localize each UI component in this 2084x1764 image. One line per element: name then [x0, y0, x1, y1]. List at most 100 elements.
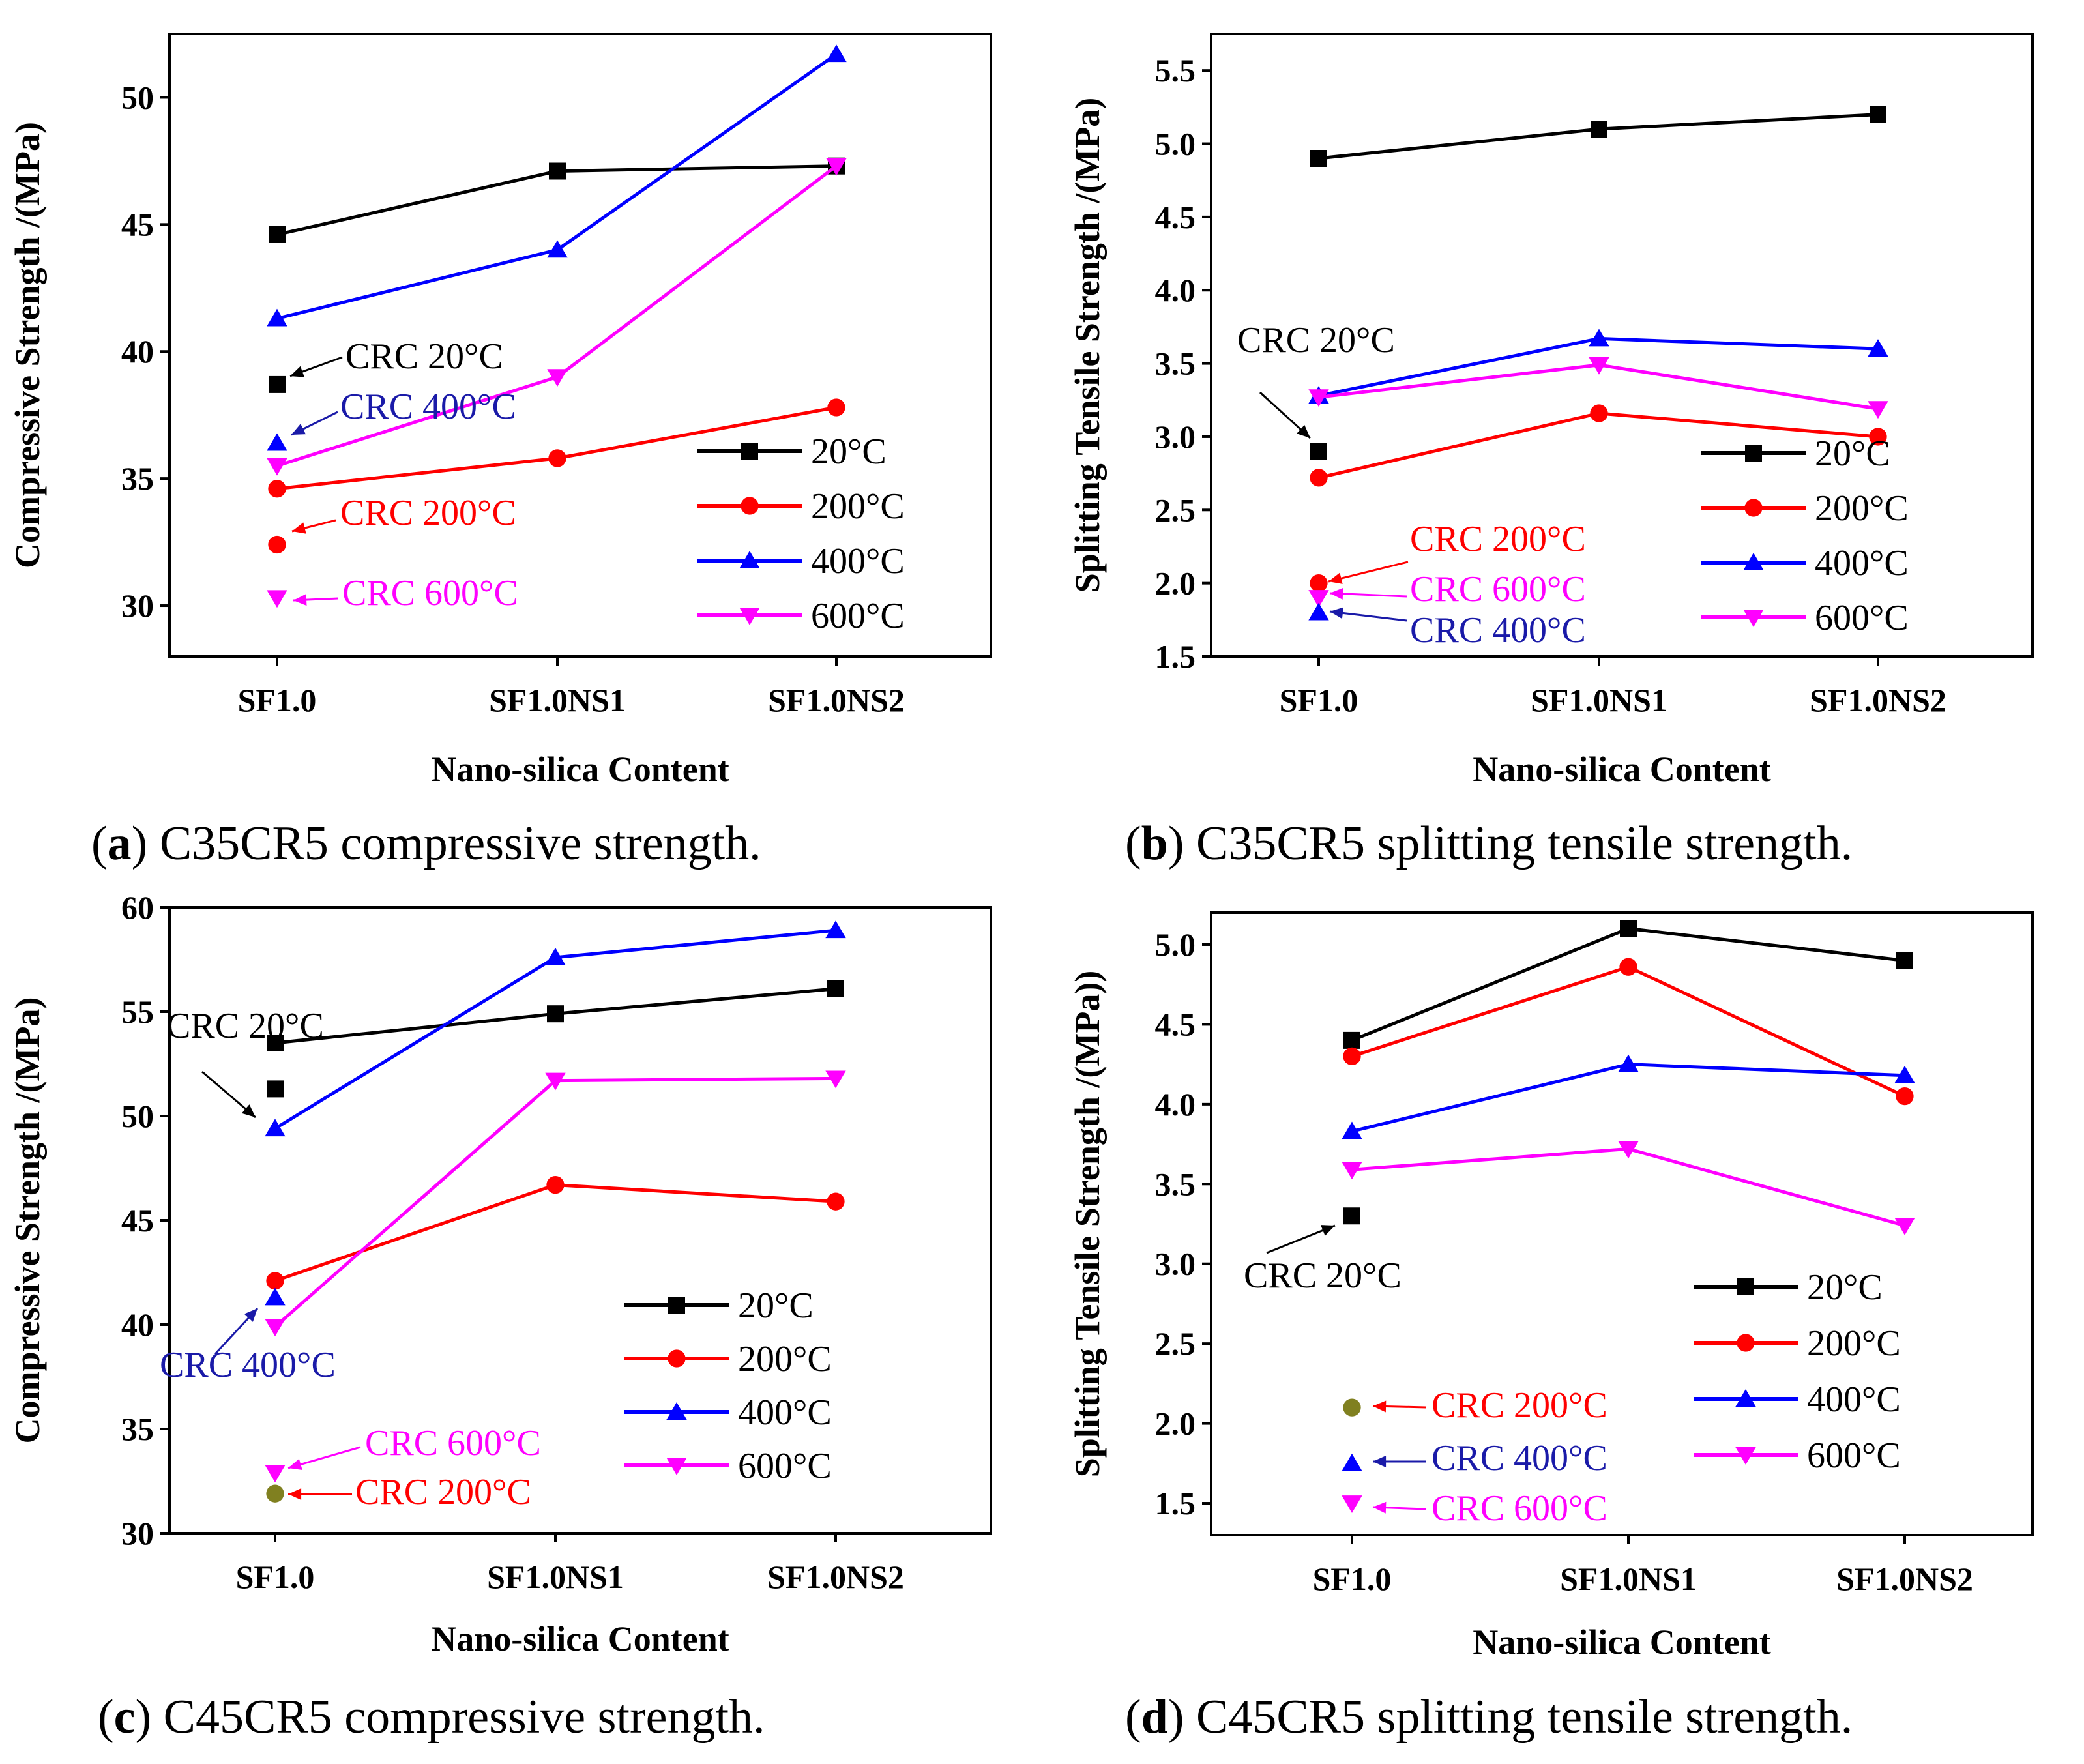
legend-label: 20°C [738, 1286, 814, 1326]
legend-marker [668, 1297, 685, 1314]
data-point [1310, 469, 1328, 487]
legend-marker [741, 443, 758, 460]
data-point [827, 398, 845, 417]
annotation-label: CRC 400°C [340, 387, 516, 427]
annotation-label: CRC 600°C [365, 1423, 541, 1463]
data-point [825, 920, 846, 939]
plot-frame [1210, 911, 2034, 1536]
x-category-label: SF1.0 [1280, 682, 1358, 718]
annotation-arrow-head [291, 424, 306, 435]
legend-label: 200°C [1807, 1323, 1901, 1364]
annotation-label: CRC 400°C [1410, 610, 1586, 651]
data-point [549, 162, 566, 180]
legend-label: 600°C [811, 596, 905, 636]
y-tick-label: 50 [121, 79, 154, 115]
y-axis-title: Splitting Tensile Strength /(MPa) [1068, 98, 1107, 593]
y-tick-label: 4.0 [1155, 1086, 1196, 1123]
data-point [267, 308, 287, 327]
legend-label: 200°C [811, 486, 905, 527]
data-point [548, 449, 566, 467]
reference-point [267, 433, 287, 451]
panel-c-chart: 30 35 40 45 50 55 60 SF1.0 SF1.0NS1 SF1.0NS2 Nano-… [8, 889, 992, 1658]
legend-label: 600°C [738, 1446, 832, 1486]
x-axis-title: Nano-silica Content [1473, 750, 1771, 789]
panel-a-caption-letter: a [107, 817, 132, 870]
reference-point [1343, 1207, 1360, 1225]
series-line-2 [1351, 1063, 1905, 1133]
y-tick-label: 2.5 [1155, 492, 1196, 528]
y-axis-title: Compressive Strength /(MPa) [8, 997, 47, 1444]
y-tick-label: 35 [121, 460, 154, 497]
legend-marker [1744, 499, 1763, 517]
data-point [1894, 1065, 1915, 1083]
x-category-label: SF1.0NS2 [1810, 682, 1946, 718]
data-point [1870, 106, 1886, 123]
y-tick-label: 3.0 [1155, 419, 1196, 455]
annotation-label: CRC 200°C [1410, 519, 1586, 559]
data-point [1618, 1054, 1639, 1072]
reference-point [266, 1484, 284, 1503]
data-point [547, 369, 568, 387]
data-point [265, 1119, 286, 1137]
y-tick-label: 2.0 [1155, 1405, 1196, 1442]
data-point [269, 226, 286, 243]
legend-marker [1743, 553, 1764, 570]
y-tick-label: 3.5 [1155, 1166, 1196, 1202]
reference-point [1308, 602, 1329, 621]
panel-b-chart: 1.5 2.0 2.5 3.0 3.5 4.0 4.5 5.0 5.5 SF1.0 SF1.0NS1… [1068, 33, 2034, 789]
annotation-label: CRC 200°C [355, 1472, 531, 1512]
plot-frame [1210, 33, 2034, 658]
data-point [545, 1072, 566, 1091]
panel-c-caption-letter: c [113, 1690, 136, 1744]
legend-label: 200°C [1815, 488, 1909, 529]
x-axis-title: Nano-silica Content [1473, 1623, 1771, 1662]
legend-label: 600°C [1807, 1435, 1901, 1476]
series-line-3 [1351, 1147, 1905, 1227]
y-tick-label: 45 [121, 206, 154, 243]
panel-b-caption: (b) C35CR5 splitting tensile strength. [1125, 817, 1853, 870]
reference-point [265, 1465, 286, 1483]
data-point [1343, 1031, 1360, 1049]
x-axis-title: Nano-silica Content [431, 1619, 729, 1658]
x-category-label: SF1.0NS2 [768, 682, 905, 718]
annotation-label: CRC 20°C [1237, 320, 1395, 360]
y-tick-label: 35 [121, 1411, 154, 1447]
legend-marker [1737, 1278, 1754, 1295]
y-tick-label: 4.5 [1155, 1006, 1196, 1042]
annotation-arrow-head [1330, 607, 1344, 619]
annotation-label: CRC 400°C [1431, 1438, 1607, 1478]
y-tick-label: 1.5 [1155, 638, 1196, 675]
annotation-label: CRC 200°C [340, 493, 516, 533]
y-tick-label: 5.5 [1155, 52, 1196, 89]
legend-marker [1735, 1389, 1756, 1407]
y-tick-label: 4.0 [1155, 272, 1196, 308]
reference-point [1342, 1495, 1362, 1513]
reference-point [1308, 590, 1329, 608]
panel-b-caption-letter: b [1141, 817, 1168, 870]
legend-label: 600°C [1815, 598, 1909, 638]
annotation-label: CRC 200°C [1431, 1385, 1607, 1426]
y-tick-label: 60 [121, 889, 154, 926]
data-point [268, 480, 286, 498]
reference-point [267, 1080, 284, 1098]
data-point [547, 1005, 564, 1023]
data-point [1868, 401, 1888, 419]
legend-marker [1735, 1447, 1756, 1465]
reference-point [269, 375, 286, 393]
data-point [267, 458, 287, 476]
y-tick-label: 50 [121, 1098, 154, 1134]
annotation-label: CRC 20°C [1244, 1256, 1402, 1296]
annotation-arrow-head [288, 1458, 302, 1471]
reference-point [268, 535, 286, 554]
series-line-0 [1351, 926, 1905, 1042]
legend-marker [739, 551, 760, 568]
legend-label: 20°C [1815, 434, 1890, 474]
y-tick-label: 40 [121, 1306, 154, 1343]
data-point [1618, 1141, 1639, 1159]
data-point [1894, 1217, 1915, 1235]
y-tick-label: 2.5 [1155, 1325, 1196, 1362]
y-tick-label: 1.5 [1155, 1485, 1196, 1521]
annotation-arrow-head [1330, 587, 1343, 600]
annotation-arrow-head [244, 1308, 257, 1322]
x-category-label: SF1.0 [1313, 1561, 1392, 1597]
